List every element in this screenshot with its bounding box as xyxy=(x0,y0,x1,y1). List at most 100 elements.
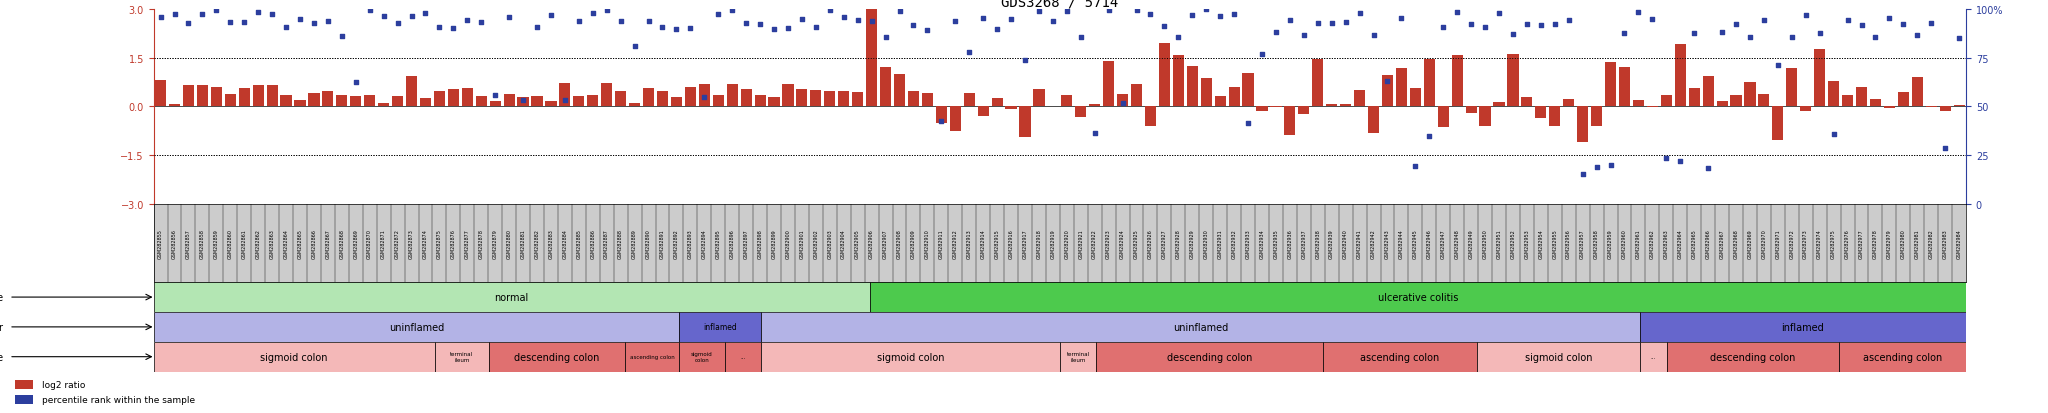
Point xyxy=(1860,35,1892,42)
Point xyxy=(1300,21,1333,28)
Text: GSM282936: GSM282936 xyxy=(1288,228,1292,258)
Bar xyxy=(1368,107,1378,134)
Bar xyxy=(1841,96,1853,107)
Text: GSM282858: GSM282858 xyxy=(201,228,205,258)
Bar xyxy=(1800,107,1810,112)
Point xyxy=(172,21,205,28)
Text: GSM282980: GSM282980 xyxy=(1901,228,1907,258)
Text: GSM282891: GSM282891 xyxy=(659,228,666,258)
Text: GSM282958: GSM282958 xyxy=(1593,228,1599,258)
Bar xyxy=(518,97,528,107)
Point xyxy=(842,18,874,24)
Point xyxy=(563,19,596,26)
Text: GSM282932: GSM282932 xyxy=(1231,228,1237,258)
Text: GSM282965: GSM282965 xyxy=(1692,228,1696,258)
Text: GSM282929: GSM282929 xyxy=(1190,228,1194,258)
Text: GSM282956: GSM282956 xyxy=(1567,228,1571,258)
Point xyxy=(1079,131,1112,137)
Bar xyxy=(14,380,33,389)
Text: GSM282949: GSM282949 xyxy=(1468,228,1475,258)
Text: GSM282922: GSM282922 xyxy=(1092,228,1098,258)
Text: GSM282855: GSM282855 xyxy=(158,228,164,258)
Bar xyxy=(1606,63,1616,107)
Bar xyxy=(1772,107,1784,140)
Text: GSM282960: GSM282960 xyxy=(1622,228,1626,258)
Text: GSM282964: GSM282964 xyxy=(1677,228,1683,258)
Bar xyxy=(1339,104,1352,107)
Point xyxy=(395,13,428,20)
Text: sigmoid colon: sigmoid colon xyxy=(877,352,944,362)
Point xyxy=(967,16,999,22)
Bar xyxy=(1104,62,1114,107)
Text: sigmoid colon: sigmoid colon xyxy=(260,352,328,362)
Point xyxy=(911,28,944,35)
Point xyxy=(340,79,373,86)
Text: GSM282977: GSM282977 xyxy=(1860,228,1864,258)
Bar xyxy=(1006,107,1016,109)
Point xyxy=(1051,9,1083,16)
Text: sigmoid
colon: sigmoid colon xyxy=(690,351,713,362)
Point xyxy=(1901,33,1933,40)
Point xyxy=(1329,20,1362,27)
Text: inflamed: inflamed xyxy=(1782,322,1825,332)
Text: uninflamed: uninflamed xyxy=(389,322,444,332)
Point xyxy=(1022,9,1055,15)
Bar xyxy=(281,96,291,107)
Bar xyxy=(1493,103,1505,107)
Bar xyxy=(950,107,961,131)
Point xyxy=(1468,24,1501,31)
Point xyxy=(410,11,442,18)
Point xyxy=(1538,22,1571,28)
Point xyxy=(1608,31,1640,38)
Point xyxy=(201,7,233,14)
Bar xyxy=(1382,76,1393,107)
Text: GSM282866: GSM282866 xyxy=(311,228,317,258)
Text: descending colon: descending colon xyxy=(514,352,600,362)
Text: GSM282918: GSM282918 xyxy=(1036,228,1042,258)
Point xyxy=(1581,164,1614,171)
Bar xyxy=(1647,107,1659,108)
Bar xyxy=(727,84,737,107)
Point xyxy=(311,19,344,26)
Point xyxy=(952,49,985,56)
Point xyxy=(1260,29,1292,36)
Bar xyxy=(406,77,418,107)
Point xyxy=(1120,8,1153,14)
Text: GSM282861: GSM282861 xyxy=(242,228,246,258)
Text: GSM282864: GSM282864 xyxy=(283,228,289,258)
Text: GSM282961: GSM282961 xyxy=(1636,228,1640,258)
Bar xyxy=(1661,96,1671,107)
Point xyxy=(772,26,805,32)
Point xyxy=(729,21,762,28)
Bar xyxy=(379,103,389,107)
Bar xyxy=(680,312,760,342)
Text: ulcerative colitis: ulcerative colitis xyxy=(1378,292,1458,302)
Point xyxy=(813,7,846,14)
Text: GSM282975: GSM282975 xyxy=(1831,228,1837,258)
Text: GSM282872: GSM282872 xyxy=(395,228,399,258)
Bar xyxy=(1438,107,1448,128)
Point xyxy=(326,34,358,40)
Bar xyxy=(1327,105,1337,107)
Point xyxy=(270,24,303,31)
Text: uninflamed: uninflamed xyxy=(1174,322,1229,332)
Text: normal: normal xyxy=(494,292,528,302)
Text: GSM282983: GSM282983 xyxy=(1944,228,1948,258)
Text: GSM282907: GSM282907 xyxy=(883,228,889,258)
Bar xyxy=(893,75,905,107)
Text: GSM282946: GSM282946 xyxy=(1427,228,1432,258)
Text: ascending colon: ascending colon xyxy=(1360,352,1440,362)
Text: GSM282877: GSM282877 xyxy=(465,228,469,258)
Point xyxy=(549,97,582,104)
Text: GSM282881: GSM282881 xyxy=(520,228,526,258)
Text: GSM282951: GSM282951 xyxy=(1497,228,1501,258)
Bar xyxy=(713,95,723,107)
Text: GSM282927: GSM282927 xyxy=(1161,228,1167,258)
Bar xyxy=(1884,107,1894,109)
Text: GSM282895: GSM282895 xyxy=(715,228,721,258)
Bar xyxy=(1174,56,1184,107)
Bar xyxy=(225,95,236,107)
Point xyxy=(242,10,274,17)
Text: GSM282957: GSM282957 xyxy=(1581,228,1585,258)
Point xyxy=(1036,18,1069,25)
